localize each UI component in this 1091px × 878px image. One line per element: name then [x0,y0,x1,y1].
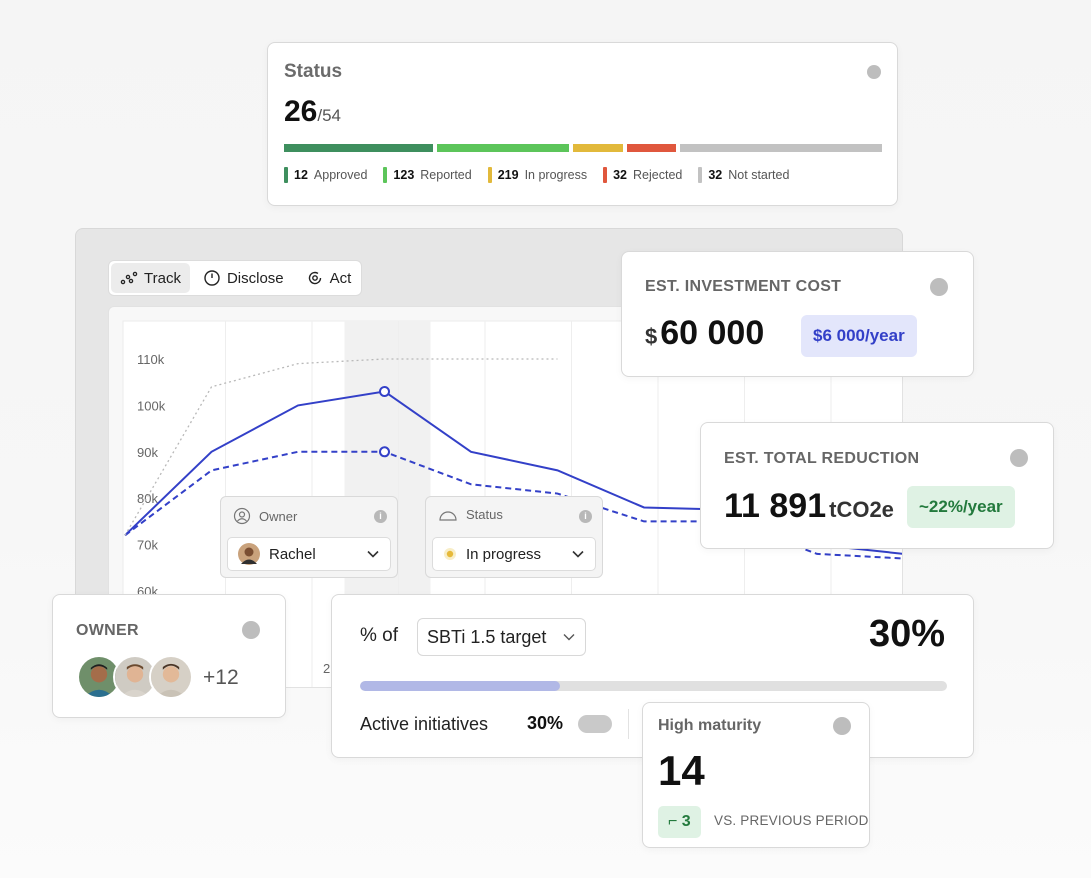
status-title: Status [284,61,343,82]
status-dropdown[interactable]: In progress [432,537,596,571]
status-value: In progress [466,545,542,563]
gauge-icon [439,510,457,521]
target-select-value: SBTi 1.5 target [427,626,547,647]
maturity-comparison: VS. PREVIOUS PERIOD [714,813,869,828]
currency-symbol: $ [645,324,658,349]
status-select-panel: Status i In progress [425,496,603,578]
reduction-value: 11 891 tCO2e [724,487,894,526]
owner-extra-count[interactable]: +12 [203,666,239,689]
maturity-delta: 3 [681,813,691,830]
active-initiatives-toggle[interactable] [578,715,612,733]
status-bar-in-progress [573,144,623,152]
status-indicator [867,65,881,79]
owner-select-panel: Owner i Rachel [220,496,398,578]
owner-value: Rachel [269,545,316,563]
tab-act[interactable]: Act [297,263,361,293]
active-initiatives-label: Active initiatives [360,714,489,734]
reduction-unit: tCO2e [829,497,894,522]
status-card: Status 26/54 12 Approved 123 Reported 219 I… [267,42,898,206]
status-bar-reported [436,144,570,152]
tab-disclose[interactable]: Disclose [194,263,293,293]
maturity-label: High maturity [658,717,762,734]
owner-avatars[interactable] [77,655,193,699]
legend-approved: 12 Approved [284,167,367,183]
series-line-dashed [124,450,902,560]
legend-rejected: 32 Rejected [603,167,682,183]
investment-cost-card: EST. INVESTMENT COST $60 000 $6 000/year [621,251,974,377]
active-initiatives-value: 30% [527,713,564,733]
tab-track-label: Track [144,269,181,287]
total-reduction-card: EST. TOTAL REDUCTION 11 891 tCO2e ~22%/ye… [700,422,1054,549]
investment-amount: 60 000 [660,314,765,352]
status-current: 26 [284,95,318,128]
target-percentage: 30% [868,613,945,655]
owner-card: OWNER +12 [52,594,286,718]
series-point-dashed [379,446,390,458]
legend-reported: 123 Reported [383,167,472,183]
reduction-amount: 11 891 [724,487,827,525]
view-tabs: Track Disclose Act [108,260,362,296]
status-bar-approved [284,144,433,152]
y-tick-label: 80k [137,491,158,506]
owner-dropdown[interactable]: Rachel [227,537,391,571]
avatar [238,543,260,565]
tab-act-label: Act [329,269,352,287]
avatar [113,655,157,699]
divider [628,709,629,739]
status-select-label: Status [466,507,503,522]
target-prefix: % of [360,625,399,646]
maturity-delta-badge: ⌐ 3 [658,806,701,838]
target-select[interactable]: SBTi 1.5 target [417,618,586,656]
reduction-indicator [1010,449,1028,467]
status-total: /54 [317,106,342,125]
status-bar-not-started [680,144,882,152]
info-icon[interactable]: i [374,510,387,523]
reduction-label: EST. TOTAL REDUCTION [724,450,920,467]
reduction-per-year-badge: ~22%/year [907,486,1015,528]
owner-select-label: Owner [259,508,298,524]
series-point-solid [379,385,390,397]
avatar [149,655,193,699]
tab-disclose-label: Disclose [226,269,284,287]
in-progress-dot-icon [444,548,456,560]
owner-indicator [242,621,260,639]
legend-in-progress: 219 In progress [487,167,587,183]
target-progress-fill [360,681,560,691]
owner-card-label: OWNER [76,622,139,639]
maturity-value: 14 [658,747,705,794]
chevron-down-icon [563,634,575,641]
track-icon [120,271,138,285]
clock-icon [204,270,220,286]
maturity-indicator [833,717,851,735]
status-count: 26/54 [284,95,341,129]
investment-indicator [930,278,948,296]
investment-per-year-badge: $6 000/year [801,315,917,357]
status-bar [284,144,882,152]
y-tick-label: 90k [137,445,158,460]
x-tick-label: 2 [323,661,330,676]
owner-select-header: Owner [233,507,297,525]
trend-icon: ⌐ [668,813,678,830]
refresh-icon [308,271,321,285]
chevron-down-icon [572,550,584,558]
status-legend: 12 Approved 123 Reported 219 In progress 32… [284,167,789,183]
user-icon [233,507,251,525]
status-select-header: Status [438,507,503,522]
target-progress-bar [360,681,947,691]
y-tick-label: 100k [137,398,166,413]
high-maturity-card: High maturity 14 ⌐ 3 VS. PREVIOUS PERIOD [642,702,870,848]
y-tick-label: 70k [137,538,158,553]
investment-label: EST. INVESTMENT COST [645,278,842,295]
investment-value: $60 000 [645,314,764,353]
legend-not-started: 32 Not started [698,167,789,183]
chevron-down-icon [367,550,379,558]
tab-track[interactable]: Track [111,263,190,293]
y-tick-label: 110k [137,352,165,367]
status-bar-rejected [626,144,677,152]
info-icon[interactable]: i [579,510,592,523]
